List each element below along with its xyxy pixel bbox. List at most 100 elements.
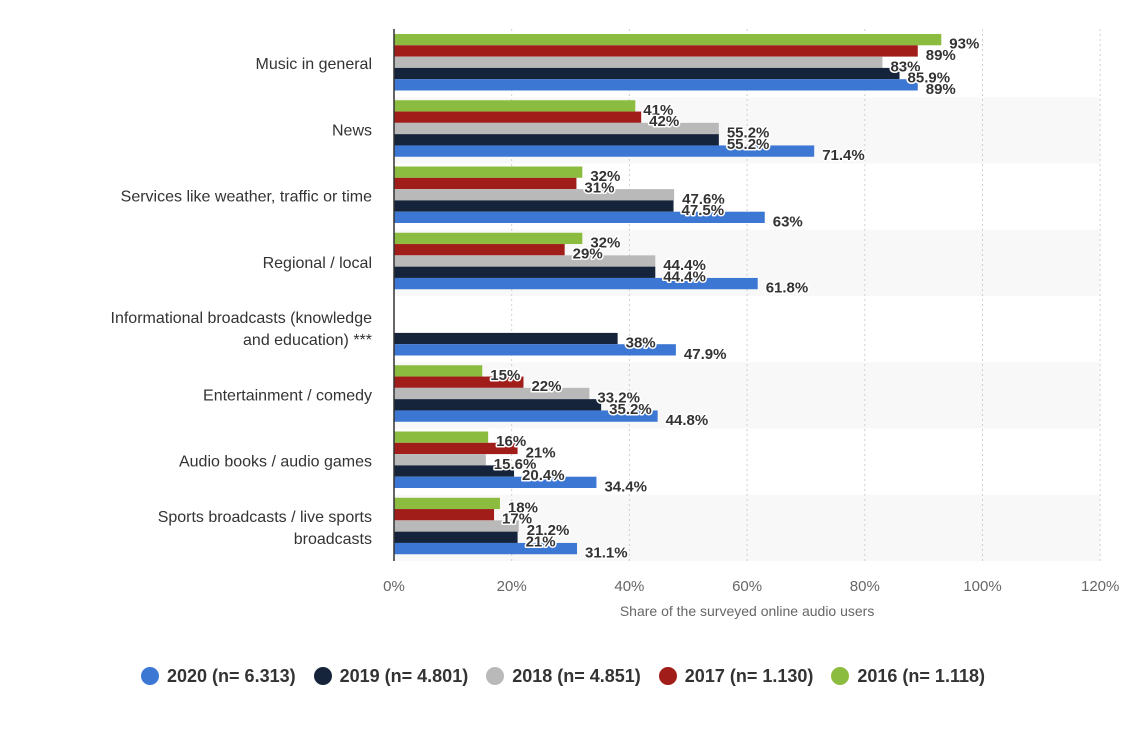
- data-label: 15%: [490, 367, 520, 384]
- legend-label: 2017 (n= 1.130): [684, 665, 814, 686]
- bar: [394, 189, 675, 201]
- bar: [394, 266, 656, 278]
- bar: [394, 542, 578, 555]
- category-label: Services like weather, traffic or time: [121, 189, 372, 206]
- legend-marker-icon: [486, 667, 505, 685]
- data-label: 32%: [590, 234, 620, 251]
- category-label: News: [332, 122, 372, 139]
- data-label: 31.1%: [585, 545, 628, 562]
- legend-marker-icon: [831, 667, 850, 685]
- bar: [394, 277, 758, 290]
- legend-item[interactable]: 2017 (n= 1.130): [658, 665, 814, 687]
- x-tick-label: 120%: [1081, 578, 1119, 595]
- data-label: 55.2%: [727, 136, 770, 153]
- data-label: 35.2%: [609, 401, 652, 418]
- data-label: 41%: [643, 102, 673, 119]
- bar: [394, 509, 495, 521]
- bar-chart: 0% 20% 40% 60% 80% 100% 120% Share of the surve…: [111, 29, 1119, 619]
- data-label: 61.8%: [766, 280, 809, 297]
- data-label: 47.6%: [682, 191, 725, 208]
- data-label: 44.4%: [663, 268, 706, 285]
- bar: [394, 100, 636, 112]
- x-tick-label: 0%: [383, 578, 405, 595]
- bar: [394, 67, 900, 80]
- data-label: 34.4%: [604, 478, 647, 495]
- data-label: 33.2%: [597, 390, 640, 407]
- legend-item[interactable]: 2020 (n= 6.313): [141, 666, 296, 687]
- category-label: Informational broadcasts (knowledge and e…: [111, 310, 373, 349]
- bar: [394, 232, 583, 245]
- bar: [394, 166, 583, 178]
- data-label: 44.4%: [663, 257, 706, 274]
- data-label: 71.4%: [822, 147, 865, 164]
- data-label: 44.8%: [666, 412, 709, 429]
- legend-marker-icon: [141, 667, 160, 685]
- x-tick-label: 100%: [963, 578, 1001, 595]
- bar: [394, 376, 524, 388]
- data-label: 15.6%: [494, 456, 537, 473]
- bar: [394, 497, 500, 510]
- category-label: Regional / local: [263, 255, 372, 272]
- data-label: 31%: [584, 179, 614, 196]
- data-label: 55.2%: [727, 125, 770, 142]
- bar: [394, 56, 883, 68]
- data-label: 32%: [590, 168, 620, 185]
- legend-label: 2018 (n= 4.851): [512, 665, 641, 686]
- legend-item[interactable]: 2018 (n= 4.851): [486, 666, 641, 687]
- bar: [394, 531, 518, 543]
- bar: [394, 344, 676, 356]
- bar: [394, 111, 642, 123]
- data-label: 29%: [573, 246, 603, 263]
- data-label: 21%: [526, 533, 556, 550]
- x-tick-label: 20%: [497, 578, 527, 595]
- x-axis-title: Share of the surveyed online audio users: [620, 603, 875, 619]
- data-label: 22%: [531, 378, 561, 395]
- x-tick-label: 80%: [850, 578, 880, 595]
- data-label: 38%: [626, 335, 656, 352]
- data-label: 47.5%: [682, 202, 725, 219]
- bar: [394, 399, 602, 411]
- bar: [394, 45, 918, 57]
- legend-label: 2020 (n= 6.313): [167, 665, 296, 686]
- bar: [394, 177, 577, 190]
- data-label: 21.2%: [527, 522, 570, 539]
- data-label: 89%: [926, 81, 956, 98]
- bar: [394, 211, 765, 223]
- data-label: 85.9%: [908, 70, 951, 87]
- data-label: 42%: [649, 113, 679, 130]
- data-label: 20.4%: [522, 467, 565, 484]
- data-label: 18%: [508, 499, 538, 516]
- data-label: 89%: [926, 47, 956, 64]
- legend-item[interactable]: 2016 (n= 1.118): [831, 666, 985, 687]
- data-label: 16%: [496, 433, 526, 450]
- bar: [394, 255, 656, 267]
- bar: [394, 365, 483, 377]
- legend-marker-icon: [313, 667, 332, 685]
- legend-label: 2016 (n= 1.118): [857, 665, 985, 686]
- data-label: 47.9%: [684, 346, 727, 363]
- bar: [394, 520, 519, 532]
- legend-item[interactable]: 2019 (n= 4.801): [313, 665, 469, 687]
- category-label: Audio books / audio games: [179, 454, 372, 471]
- bar: [394, 79, 918, 91]
- category-label: Sports broadcasts / live sports broadcast…: [158, 509, 372, 548]
- x-tick-label: 40%: [614, 578, 644, 595]
- data-label: 21%: [526, 444, 556, 461]
- data-label: 63%: [773, 213, 803, 230]
- bar: [394, 145, 815, 157]
- data-label: 17%: [502, 511, 532, 528]
- bar: [394, 465, 515, 477]
- bar: [394, 431, 489, 443]
- bar: [394, 200, 674, 212]
- bar: [394, 476, 597, 488]
- category-label: Music in general: [256, 56, 373, 73]
- bar: [394, 34, 942, 46]
- bar: [394, 134, 719, 146]
- legend-label: 2019 (n= 4.801): [339, 665, 469, 686]
- category-label: Entertainment / comedy: [203, 387, 372, 404]
- bar: [394, 244, 565, 256]
- legend: 2020 (n= 6.313) 2019 (n= 4.801) 2018 (n= 4…: [0, 658, 1126, 694]
- bar: [394, 122, 719, 135]
- bar: [394, 410, 658, 422]
- data-label: 93%: [949, 36, 979, 53]
